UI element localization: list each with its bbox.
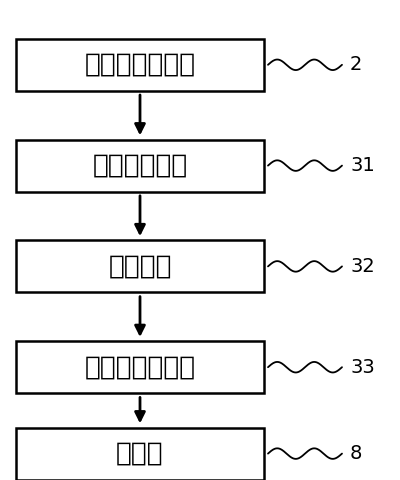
Text: 33: 33: [350, 358, 375, 377]
Text: 信号调理模块: 信号调理模块: [92, 153, 188, 179]
Bar: [16, 341, 264, 393]
Text: 上位机通讯模块: 上位机通讯模块: [84, 354, 196, 380]
Text: 2: 2: [350, 55, 362, 74]
Text: 压力传感器模块: 压力传感器模块: [84, 52, 196, 78]
Bar: [16, 428, 264, 480]
Text: 上位机: 上位机: [116, 441, 164, 467]
Bar: [16, 240, 264, 292]
Text: 主控模块: 主控模块: [108, 253, 172, 279]
Text: 8: 8: [350, 444, 362, 463]
Bar: [16, 140, 264, 192]
Text: 32: 32: [350, 257, 375, 276]
Text: 31: 31: [350, 156, 375, 175]
Bar: [16, 39, 264, 91]
